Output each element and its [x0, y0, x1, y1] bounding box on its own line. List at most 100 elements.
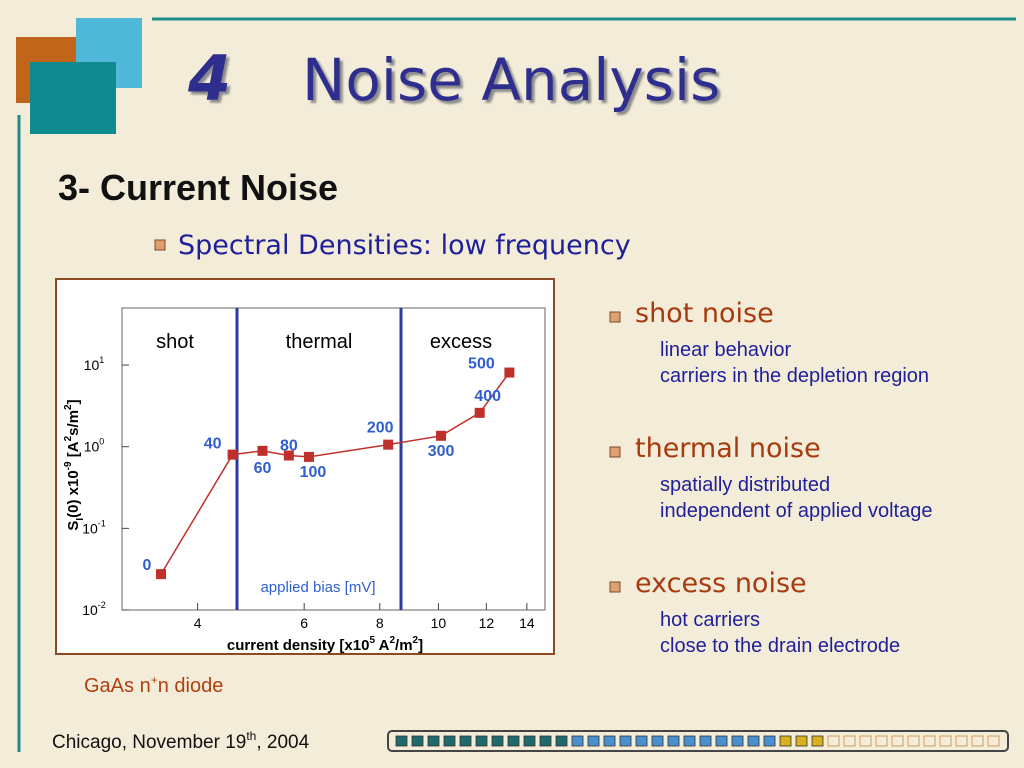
note-title: thermal noise — [635, 433, 821, 464]
footer-square — [651, 735, 664, 747]
y-tick-base: 10 — [84, 439, 100, 455]
point-label: 100 — [300, 464, 327, 481]
y-tick-base: 10 — [82, 602, 98, 618]
footer-square — [987, 735, 1000, 747]
y-label-part: [A — [65, 441, 82, 461]
point-label: 40 — [204, 436, 222, 453]
footer-square — [507, 735, 520, 747]
x-label-part: ] — [418, 637, 423, 654]
footer-square — [619, 735, 632, 747]
footer-square — [395, 735, 408, 747]
y-label-part: s/m — [65, 410, 82, 436]
y-tick-label: 101 — [84, 355, 105, 373]
footer-square — [843, 735, 856, 747]
note-line: linear behavior — [660, 339, 792, 361]
region-label: shot — [156, 331, 194, 353]
y-tick-exp: -2 — [98, 600, 106, 610]
annotation: applied bias [mV] — [260, 579, 375, 596]
footer-square — [923, 735, 936, 747]
note-line: carriers in the depletion region — [660, 365, 929, 387]
y-tick-label: 10-1 — [82, 518, 106, 536]
x-label-part: A — [375, 637, 390, 654]
y-tick-label: 100 — [84, 437, 105, 455]
point-label: 300 — [428, 443, 455, 460]
region-label: thermal — [286, 331, 353, 353]
footer-square — [699, 735, 712, 747]
point-label: 60 — [254, 460, 272, 477]
footer-square — [715, 735, 728, 747]
y-tick-exp: 0 — [99, 437, 104, 447]
point-label: 80 — [280, 438, 298, 455]
data-point — [504, 367, 515, 378]
footer-square — [811, 735, 824, 747]
bullet: Spectral Densities: low frequency — [178, 230, 631, 261]
x-label-part: 2 — [413, 635, 419, 646]
footer: Chicago, November 19th, 2004 — [52, 729, 310, 753]
x-tick-label: 8 — [376, 615, 384, 631]
footer-square — [523, 735, 536, 747]
footer-square — [443, 735, 456, 747]
footer-square — [939, 735, 952, 747]
bullet-icon — [154, 239, 166, 251]
footer-square — [427, 735, 440, 747]
point-label: 400 — [474, 388, 501, 405]
footer-square — [747, 735, 760, 747]
chart-frame — [55, 278, 555, 655]
footer-sup: th — [246, 729, 256, 743]
section-title: 3- Current Noise — [58, 167, 338, 208]
footer-square — [587, 735, 600, 747]
footer-square — [555, 735, 568, 747]
footer-square — [859, 735, 872, 747]
data-point — [156, 569, 167, 580]
footer-square — [795, 735, 808, 747]
footer-square — [779, 735, 792, 747]
y-tick-exp: -1 — [98, 518, 106, 528]
footer-square — [411, 735, 424, 747]
region-label: excess — [430, 331, 492, 353]
footer-rest: , 2004 — [256, 732, 309, 753]
footer-square — [571, 735, 584, 747]
x-tick-label: 4 — [194, 615, 202, 631]
footer-square — [603, 735, 616, 747]
point-label: 200 — [367, 420, 394, 437]
x-label-part: 2 — [389, 635, 395, 646]
plot-area — [121, 307, 546, 611]
x-label-part: 5 — [369, 635, 375, 646]
footer-square — [763, 735, 776, 747]
note-title: excess noise — [635, 568, 807, 599]
data-point — [383, 439, 394, 450]
footer-square — [635, 735, 648, 747]
footer-square — [875, 735, 888, 747]
x-label-part: current density [x10 — [227, 637, 370, 654]
footer-square — [955, 735, 968, 747]
slide-number: 4 — [187, 42, 231, 115]
footer-square — [907, 735, 920, 747]
data-point — [227, 449, 238, 460]
footer-square — [971, 735, 984, 747]
point-label: 0 — [143, 557, 152, 574]
x-tick-label: 14 — [519, 615, 535, 631]
bullet-icon — [609, 311, 621, 323]
x-axis-label: current density [x105 A2/m2] — [227, 635, 423, 654]
bullet-icon — [609, 581, 621, 593]
note-line: hot carriers — [660, 609, 760, 631]
notes: shot noise linear behavior carriers in the… — [609, 298, 932, 657]
note-line: spatially distributed — [660, 474, 830, 496]
footer-square — [827, 735, 840, 747]
data-point — [436, 430, 447, 441]
data-point — [283, 450, 294, 461]
note-title: shot noise — [635, 298, 774, 329]
caption-sup: + — [151, 673, 158, 687]
data-point — [303, 451, 314, 462]
bullet-icon — [609, 446, 621, 458]
footer-square — [891, 735, 904, 747]
caption-text: GaAs n — [84, 675, 151, 697]
y-tick-base: 10 — [84, 357, 100, 373]
footer-square — [667, 735, 680, 747]
note-line: independent of applied voltage — [660, 500, 932, 522]
footer-square — [539, 735, 552, 747]
x-tick-label: 12 — [479, 615, 495, 631]
y-label-part: -9 — [63, 461, 74, 470]
data-point — [257, 445, 268, 456]
